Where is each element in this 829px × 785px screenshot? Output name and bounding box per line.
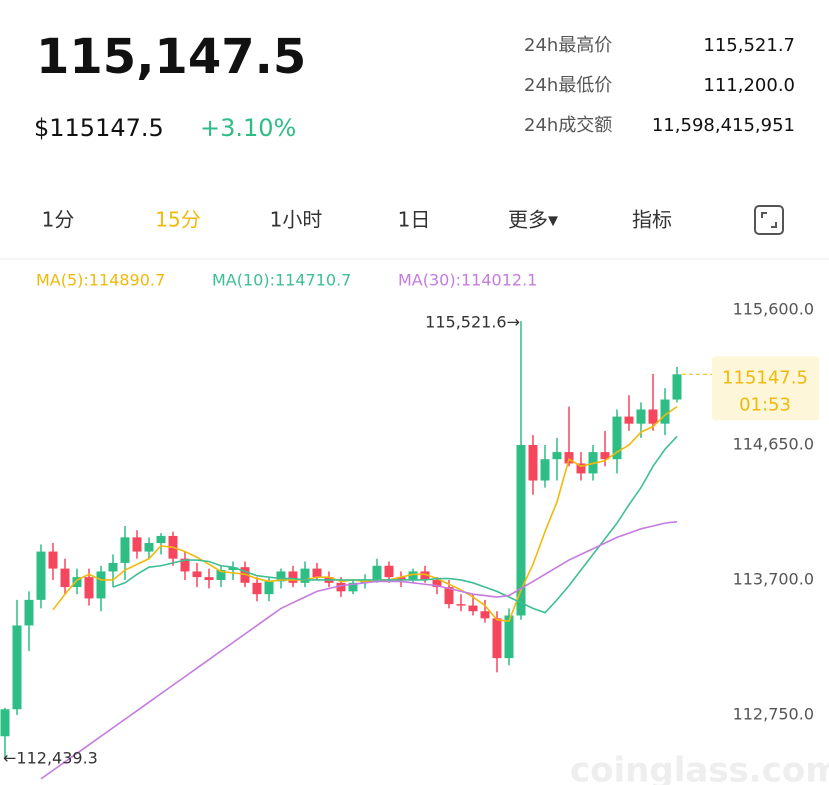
candle-body <box>552 452 562 460</box>
ma-line <box>52 405 678 623</box>
tab[interactable]: 1日 <box>398 208 431 232</box>
candle-body <box>672 374 682 400</box>
candle-body <box>636 409 646 424</box>
candle-body <box>432 579 442 588</box>
tab[interactable]: 1分 <box>42 208 75 232</box>
candle-body <box>408 571 418 580</box>
tab-active[interactable]: 15分 <box>155 208 200 232</box>
candle-body <box>252 582 262 595</box>
candle-body <box>192 571 202 578</box>
candle-body <box>312 568 322 578</box>
stat-value: 11,598,415,951 <box>652 115 795 136</box>
candle-body <box>348 582 358 592</box>
candle-body <box>648 409 658 424</box>
candle-body <box>516 444 526 616</box>
candle-body <box>444 587 454 605</box>
candle-body <box>624 416 634 424</box>
change: +3.10% <box>200 114 296 142</box>
candle-body <box>660 399 670 424</box>
ma-line <box>40 520 678 780</box>
price-box-value: 115147.5 <box>722 367 808 388</box>
candle-body <box>60 568 70 588</box>
candle-body <box>108 562 118 572</box>
candle-body <box>228 567 238 571</box>
price-box <box>712 356 819 421</box>
stat-value: 115,521.7 <box>703 35 795 56</box>
candle-body <box>540 459 550 481</box>
candle-body <box>216 570 226 580</box>
candle-body <box>564 452 574 464</box>
candle-body <box>96 571 106 599</box>
candle-body <box>492 618 502 659</box>
stat-label: 24h最低价 <box>524 75 612 96</box>
candle-body <box>384 565 394 578</box>
watermark: coinglass.com <box>570 751 829 785</box>
candle-body <box>300 568 310 583</box>
y-tick-label: 114,650.0 <box>733 434 814 453</box>
candle-body <box>204 577 214 580</box>
low-annotation: ←112,439.3 <box>3 749 98 768</box>
candle-body <box>288 571 298 583</box>
candle-body <box>480 611 490 619</box>
candle-body <box>132 537 142 552</box>
candle-body <box>84 577 94 599</box>
y-tick-label: 112,750.0 <box>733 704 814 723</box>
ma-legend: MA(10):114710.7 <box>212 271 351 290</box>
candle-body <box>396 577 406 580</box>
candle-body <box>48 551 58 569</box>
candle-body <box>372 565 382 580</box>
candle-body <box>612 416 622 460</box>
candle-body <box>576 463 586 474</box>
candle-body <box>528 444 538 481</box>
candle-body <box>456 604 466 606</box>
fullscreen-icon[interactable] <box>754 205 784 235</box>
candle-body <box>336 582 346 592</box>
price: 115,147.5 <box>36 29 306 85</box>
stat-label: 24h最高价 <box>524 35 612 56</box>
high-annotation: 115,521.6→ <box>425 313 520 332</box>
candle-body <box>180 558 190 572</box>
countdown: 01:53 <box>739 394 791 415</box>
stat-value: 111,200.0 <box>703 75 795 96</box>
tab[interactable]: 指标 <box>632 208 672 232</box>
y-tick-label: 113,700.0 <box>733 569 814 588</box>
candle-body <box>72 577 82 588</box>
tab[interactable]: 更多▾ <box>508 208 558 232</box>
ma-legend: MA(5):114890.7 <box>36 271 165 290</box>
ma-line <box>112 435 678 614</box>
candle-body <box>264 581 274 595</box>
ma-legend: MA(30):114012.1 <box>398 271 537 290</box>
candle-body <box>36 551 46 600</box>
candle-body <box>24 599 34 626</box>
candle-body <box>504 615 514 659</box>
usd-price: $115147.5 <box>34 114 164 142</box>
candle-body <box>468 605 478 612</box>
candle-body <box>120 537 130 563</box>
tab[interactable]: 1小时 <box>270 208 323 232</box>
candle-body <box>600 452 610 460</box>
candle-body <box>12 625 22 710</box>
candle-body <box>156 535 166 544</box>
candle-body <box>0 709 10 737</box>
candle-body <box>276 571 286 582</box>
y-tick-label: 115,600.0 <box>733 300 814 319</box>
candle-body <box>420 571 430 580</box>
candle-body <box>144 543 154 552</box>
stat-label: 24h成交额 <box>524 115 612 136</box>
